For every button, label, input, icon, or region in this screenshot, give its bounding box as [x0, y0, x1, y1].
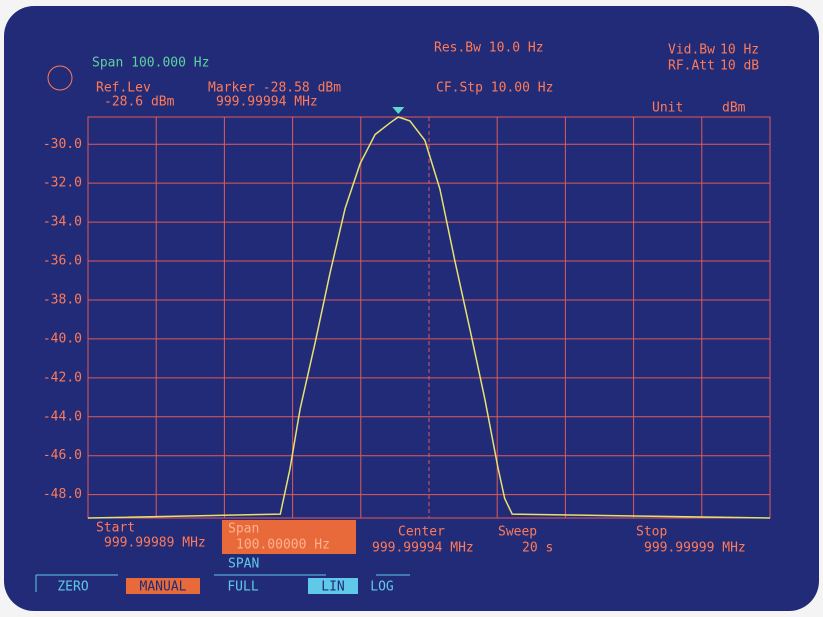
cf-stp: CF.Stp 10.00 Hz	[436, 81, 553, 96]
softkey[interactable]: MANUAL	[140, 580, 187, 595]
y-tick-label: -30.0	[43, 137, 82, 152]
softkey-group: SPAN	[228, 557, 259, 572]
unit: Unit	[652, 101, 683, 116]
y-tick-label: -34.0	[43, 215, 82, 230]
span-value: 100.00000 Hz	[236, 538, 330, 553]
stop: Stop	[636, 525, 667, 540]
y-tick-label: -46.0	[43, 448, 82, 463]
softkey[interactable]: LIN	[321, 580, 344, 595]
ref-lev-value: -28.6 dBm	[104, 95, 175, 110]
softkey[interactable]: ZERO	[57, 580, 88, 595]
rf-att: RF.Att	[668, 59, 715, 74]
center: Center	[398, 525, 445, 540]
y-tick-label: -36.0	[43, 254, 82, 269]
stop-value: 999.99999 MHz	[644, 541, 746, 556]
vid-bw: Vid.Bw	[668, 43, 715, 58]
y-tick-label: -44.0	[43, 409, 82, 424]
y-tick-label: -38.0	[43, 292, 82, 307]
softkey[interactable]: LOG	[370, 580, 394, 595]
marker-freq: 999.99994 MHz	[216, 95, 318, 110]
start-value: 999.99989 MHz	[104, 536, 206, 551]
unit-value: dBm	[722, 101, 746, 116]
softkey[interactable]: FULL	[227, 580, 258, 595]
analyzer-screen: Span 100.000 Hz Res.Bw 10.0 Hz Vid.Bw 10…	[0, 0, 823, 617]
res-bw: Res.Bw 10.0 Hz	[434, 41, 544, 56]
sweep-value: 20 s	[522, 541, 553, 556]
y-tick-label: -48.0	[43, 487, 82, 502]
span: Span	[228, 522, 259, 537]
span-top: Span 100.000 Hz	[92, 56, 209, 71]
start: Start	[96, 521, 135, 536]
y-tick-label: -40.0	[43, 331, 82, 346]
marker: Marker -28.58 dBm	[208, 81, 341, 96]
vid-bw-value: 10 Hz	[720, 43, 759, 58]
y-tick-label: -32.0	[43, 176, 82, 191]
ref-lev: Ref.Lev	[96, 81, 151, 96]
sweep: Sweep	[498, 525, 537, 540]
center-value: 999.99994 MHz	[372, 541, 474, 556]
rf-att-value: 10 dB	[720, 59, 759, 74]
y-tick-label: -42.0	[43, 370, 82, 385]
